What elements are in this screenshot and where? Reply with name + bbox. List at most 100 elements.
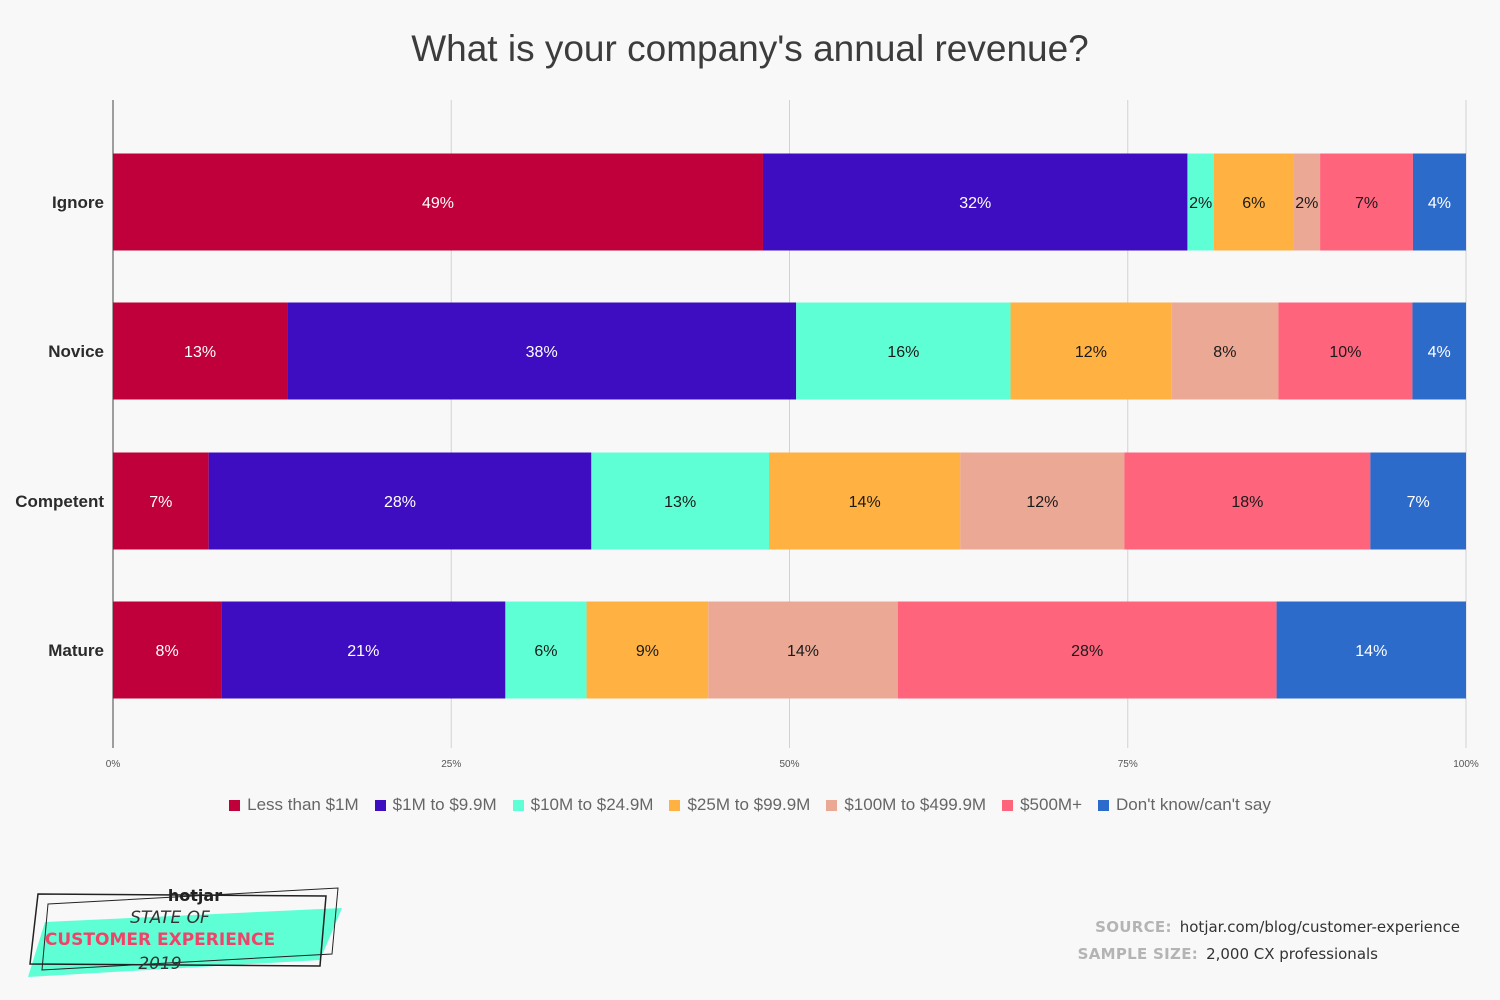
- source-label: SOURCE:: [1095, 918, 1172, 936]
- data-label: 8%: [156, 643, 179, 660]
- bar-segment: [113, 302, 288, 400]
- bar-segment: [221, 601, 506, 699]
- x-tick-label: 25%: [441, 759, 461, 770]
- legend-label: Less than $1M: [247, 795, 359, 814]
- data-label: 7%: [1407, 494, 1430, 511]
- data-label: 13%: [664, 494, 696, 511]
- y-category-label: Mature: [48, 641, 104, 660]
- bar-segment: [113, 601, 222, 699]
- data-label: 28%: [384, 494, 416, 511]
- legend-item[interactable]: Don't know/can't say: [1098, 795, 1271, 815]
- sample-value: 2,000 CX professionals: [1206, 945, 1378, 963]
- x-tick-label: 100%: [1453, 759, 1479, 770]
- bar-segment: [1171, 302, 1279, 400]
- bar-segment: [113, 153, 763, 251]
- data-label: 16%: [887, 344, 919, 361]
- data-label: 10%: [1329, 344, 1361, 361]
- data-label: 7%: [1355, 195, 1378, 212]
- data-label: 2%: [1295, 195, 1318, 212]
- data-label: 12%: [1075, 344, 1107, 361]
- source-value[interactable]: hotjar.com/blog/customer-experience: [1179, 918, 1460, 936]
- bar-segment: [1276, 601, 1466, 699]
- badge-shape: [28, 887, 342, 977]
- bar-segment: [287, 302, 797, 400]
- data-label: 2%: [1189, 195, 1212, 212]
- data-label: 6%: [534, 643, 557, 660]
- bar-segment: [1010, 302, 1172, 400]
- legend-label: Don't know/can't say: [1116, 795, 1271, 814]
- legend-swatch: [1098, 799, 1110, 811]
- legend-swatch: [512, 799, 524, 811]
- data-label: 14%: [849, 494, 881, 511]
- bar-segment: [1320, 153, 1413, 251]
- bar-segment: [1412, 302, 1466, 400]
- badge-brand: hotjar: [167, 886, 223, 905]
- y-category-label: Novice: [48, 342, 104, 361]
- legend-label: $1M to $9.9M: [392, 795, 497, 814]
- bar-segment: [505, 601, 587, 699]
- data-label: 6%: [1242, 195, 1265, 212]
- legend-item[interactable]: $25M to $99.9M: [669, 795, 810, 815]
- x-tick-label: 0%: [106, 759, 121, 770]
- legend-item[interactable]: $10M to $24.9M: [512, 795, 654, 815]
- data-label: 9%: [636, 643, 659, 660]
- legend-label: $500M+: [1020, 795, 1083, 814]
- legend-label: $10M to $24.9M: [530, 795, 654, 814]
- data-label: 8%: [1213, 344, 1236, 361]
- data-label: 49%: [422, 195, 454, 212]
- badge-line1: STATE OF: [130, 908, 210, 928]
- data-label: 18%: [1231, 494, 1263, 511]
- footer-sample-size: SAMPLE SIZE: 2,000 CX professionals: [1078, 945, 1378, 963]
- bar-segment: [1213, 153, 1294, 251]
- data-label: 14%: [1355, 643, 1387, 660]
- badge-year: 2019: [138, 954, 182, 974]
- bar-segment: [1278, 302, 1413, 400]
- legend-label: $25M to $99.9M: [687, 795, 811, 814]
- legend-swatch: [1002, 799, 1014, 811]
- chart-plot: 0% 25% 50% 75% 100% Ignore 49% 32% 2% 6% 2% 7% 4% Nov…: [15, 100, 1479, 770]
- data-label: 13%: [184, 344, 216, 361]
- data-label: 4%: [1428, 344, 1451, 361]
- bar-segment: [1412, 153, 1466, 251]
- bar-segment: [586, 601, 709, 699]
- sample-label: SAMPLE SIZE:: [1077, 945, 1199, 963]
- legend-item[interactable]: $100M to $499.9M: [826, 795, 986, 815]
- bar-segment: [113, 452, 209, 550]
- legend-swatch: [229, 799, 241, 811]
- y-category-label: Competent: [15, 492, 104, 511]
- data-label: 38%: [526, 344, 558, 361]
- x-tick-label: 75%: [1118, 759, 1138, 770]
- legend-swatch: [669, 799, 681, 811]
- bar-segment: [708, 601, 898, 699]
- bar-segment: [769, 452, 961, 550]
- data-label: 7%: [149, 494, 172, 511]
- bar-segment: [960, 452, 1125, 550]
- chart-title: What is your company's annual revenue?: [411, 28, 1089, 69]
- data-label: 21%: [347, 643, 379, 660]
- data-label: 28%: [1071, 643, 1103, 660]
- footer-source: SOURCE: hotjar.com/blog/customer-experien…: [1095, 918, 1460, 936]
- bar-segment: [1187, 153, 1214, 251]
- bar-segment: [796, 302, 1011, 400]
- legend: Less than $1M $1M to $9.9M $10M to $24.9M $…: [0, 795, 1500, 815]
- legend-item[interactable]: $1M to $9.9M: [374, 795, 497, 815]
- y-category-label: Ignore: [52, 193, 104, 212]
- bar-segment: [1370, 452, 1466, 550]
- bar-segment: [897, 601, 1277, 699]
- bar-segment: [1293, 153, 1321, 251]
- x-tick-label: 50%: [779, 759, 799, 770]
- badge-line2: CUSTOMER EXPERIENCE: [44, 930, 276, 950]
- data-label: 32%: [959, 195, 991, 212]
- legend-item[interactable]: $500M+: [1002, 795, 1082, 815]
- report-badge: hotjar STATE OF CUSTOMER EXPERIENCE 2019: [20, 882, 350, 992]
- legend-label: $100M to $499.9M: [844, 795, 987, 814]
- bar-segment: [208, 452, 592, 550]
- bar-segment: [591, 452, 769, 550]
- data-label: 4%: [1428, 195, 1451, 212]
- legend-swatch: [826, 799, 838, 811]
- data-label: 12%: [1026, 494, 1058, 511]
- legend-swatch: [374, 799, 386, 811]
- data-label: 14%: [787, 643, 819, 660]
- legend-item[interactable]: Less than $1M: [229, 795, 359, 815]
- bar-segment: [1124, 452, 1371, 550]
